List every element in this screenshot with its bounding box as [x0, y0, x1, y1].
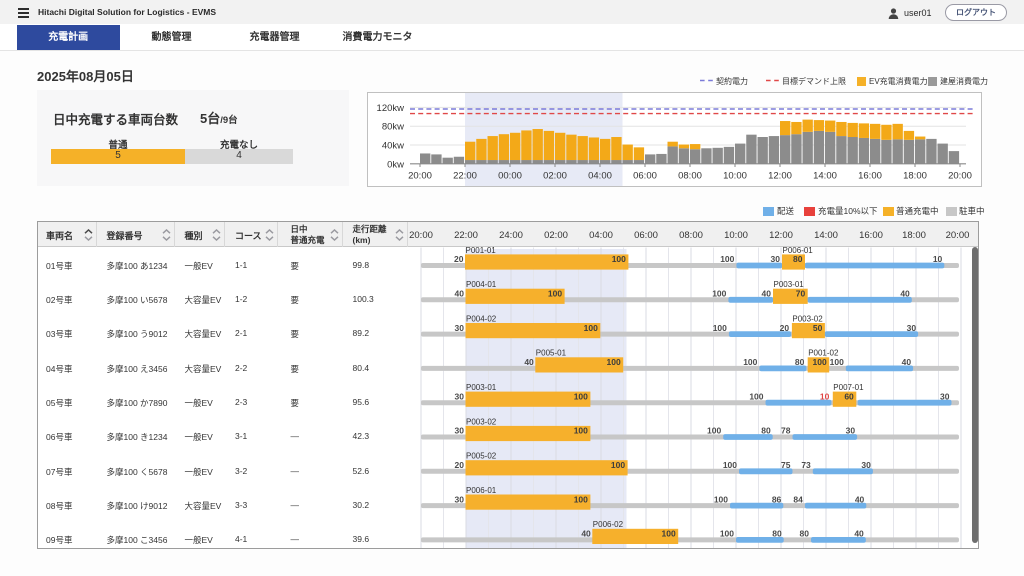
svg-text:P005-02: P005-02 — [466, 452, 497, 461]
svg-text:20: 20 — [455, 460, 465, 470]
svg-text:06:00: 06:00 — [633, 171, 657, 182]
svg-text:40: 40 — [855, 494, 865, 504]
svg-text:P004-01: P004-01 — [466, 280, 497, 289]
svg-text:P001-02: P001-02 — [808, 349, 839, 358]
svg-text:P005-01: P005-01 — [536, 349, 567, 358]
svg-text:70: 70 — [796, 289, 806, 299]
svg-text:22:00: 22:00 — [454, 230, 478, 241]
svg-text:06:00: 06:00 — [634, 230, 658, 241]
svg-text:40: 40 — [455, 289, 465, 299]
svg-text:0kw: 0kw — [387, 159, 404, 170]
svg-text:30: 30 — [455, 391, 465, 401]
svg-text:50: 50 — [813, 323, 823, 333]
svg-text:18:00: 18:00 — [903, 171, 927, 182]
svg-text:20:00: 20:00 — [408, 171, 432, 182]
svg-text:30: 30 — [940, 391, 950, 401]
svg-text:80: 80 — [795, 357, 805, 367]
svg-text:73: 73 — [801, 460, 811, 470]
svg-text:22:00: 22:00 — [453, 171, 477, 182]
svg-text:80: 80 — [761, 426, 771, 436]
svg-text:100: 100 — [743, 357, 757, 367]
svg-text:P003-01: P003-01 — [466, 383, 497, 392]
svg-text:100: 100 — [712, 289, 726, 299]
svg-text:100: 100 — [720, 529, 734, 539]
svg-text:80kw: 80kw — [382, 122, 404, 133]
svg-text:100: 100 — [574, 426, 588, 436]
svg-text:12:00: 12:00 — [768, 171, 792, 182]
svg-text:40: 40 — [524, 357, 534, 367]
svg-text:10:00: 10:00 — [723, 171, 747, 182]
svg-text:02:00: 02:00 — [543, 171, 567, 182]
svg-text:100: 100 — [584, 323, 598, 333]
svg-text:100: 100 — [830, 357, 844, 367]
svg-text:12:00: 12:00 — [769, 230, 793, 241]
svg-text:P001-01: P001-01 — [466, 246, 497, 255]
svg-text:40kw: 40kw — [382, 141, 404, 152]
svg-text:20: 20 — [454, 254, 464, 264]
svg-text:30: 30 — [846, 426, 856, 436]
svg-text:P006-01: P006-01 — [783, 246, 814, 255]
svg-text:100: 100 — [713, 323, 727, 333]
svg-text:08:00: 08:00 — [679, 230, 703, 241]
svg-text:40: 40 — [854, 529, 864, 539]
svg-text:120kw: 120kw — [377, 103, 405, 114]
svg-text:P003-02: P003-02 — [792, 314, 823, 323]
svg-text:16:00: 16:00 — [858, 171, 882, 182]
svg-text:40: 40 — [581, 529, 591, 539]
svg-text:100: 100 — [720, 254, 734, 264]
svg-text:02:00: 02:00 — [544, 230, 568, 241]
svg-text:100: 100 — [574, 391, 588, 401]
svg-text:100: 100 — [723, 460, 737, 470]
svg-text:P007-01: P007-01 — [833, 383, 864, 392]
svg-text:P006-01: P006-01 — [466, 486, 497, 495]
svg-text:40: 40 — [900, 289, 910, 299]
svg-text:30: 30 — [861, 460, 871, 470]
svg-text:30: 30 — [907, 323, 917, 333]
svg-text:P004-02: P004-02 — [466, 314, 497, 323]
svg-text:100: 100 — [707, 426, 721, 436]
svg-text:20:00: 20:00 — [946, 230, 970, 241]
svg-text:08:00: 08:00 — [678, 171, 702, 182]
svg-text:75: 75 — [781, 460, 791, 470]
svg-text:100: 100 — [607, 357, 621, 367]
svg-text:00:00: 00:00 — [498, 171, 522, 182]
svg-text:18:00: 18:00 — [902, 230, 926, 241]
svg-text:84: 84 — [793, 494, 803, 504]
svg-text:10: 10 — [820, 391, 830, 401]
svg-text:40: 40 — [902, 357, 912, 367]
svg-text:20:00: 20:00 — [948, 171, 972, 182]
svg-text:20: 20 — [780, 323, 790, 333]
svg-text:100: 100 — [612, 254, 626, 264]
svg-text:04:00: 04:00 — [588, 171, 612, 182]
svg-text:78: 78 — [781, 426, 791, 436]
svg-text:40: 40 — [762, 289, 772, 299]
svg-text:24:00: 24:00 — [499, 230, 523, 241]
svg-text:14:00: 14:00 — [813, 171, 837, 182]
svg-text:100: 100 — [813, 357, 827, 367]
svg-text:100: 100 — [548, 289, 562, 299]
svg-text:30: 30 — [455, 426, 465, 436]
svg-text:100: 100 — [574, 494, 588, 504]
svg-text:30: 30 — [455, 494, 465, 504]
svg-text:14:00: 14:00 — [814, 230, 838, 241]
svg-text:10: 10 — [933, 254, 943, 264]
svg-text:16:00: 16:00 — [859, 230, 883, 241]
svg-text:20:00: 20:00 — [409, 230, 433, 241]
svg-text:P003-01: P003-01 — [774, 280, 805, 289]
svg-text:86: 86 — [772, 494, 782, 504]
svg-text:30: 30 — [771, 254, 781, 264]
svg-text:100: 100 — [611, 460, 625, 470]
svg-text:80: 80 — [793, 254, 803, 264]
svg-text:80: 80 — [800, 529, 810, 539]
svg-text:100: 100 — [749, 391, 763, 401]
svg-text:04:00: 04:00 — [589, 230, 613, 241]
svg-text:100: 100 — [714, 494, 728, 504]
svg-text:60: 60 — [844, 391, 854, 401]
svg-text:80: 80 — [772, 529, 782, 539]
svg-text:P006-02: P006-02 — [593, 520, 624, 529]
svg-text:30: 30 — [455, 323, 465, 333]
svg-text:100: 100 — [662, 529, 676, 539]
svg-text:P003-02: P003-02 — [466, 417, 497, 426]
svg-text:10:00: 10:00 — [724, 230, 748, 241]
